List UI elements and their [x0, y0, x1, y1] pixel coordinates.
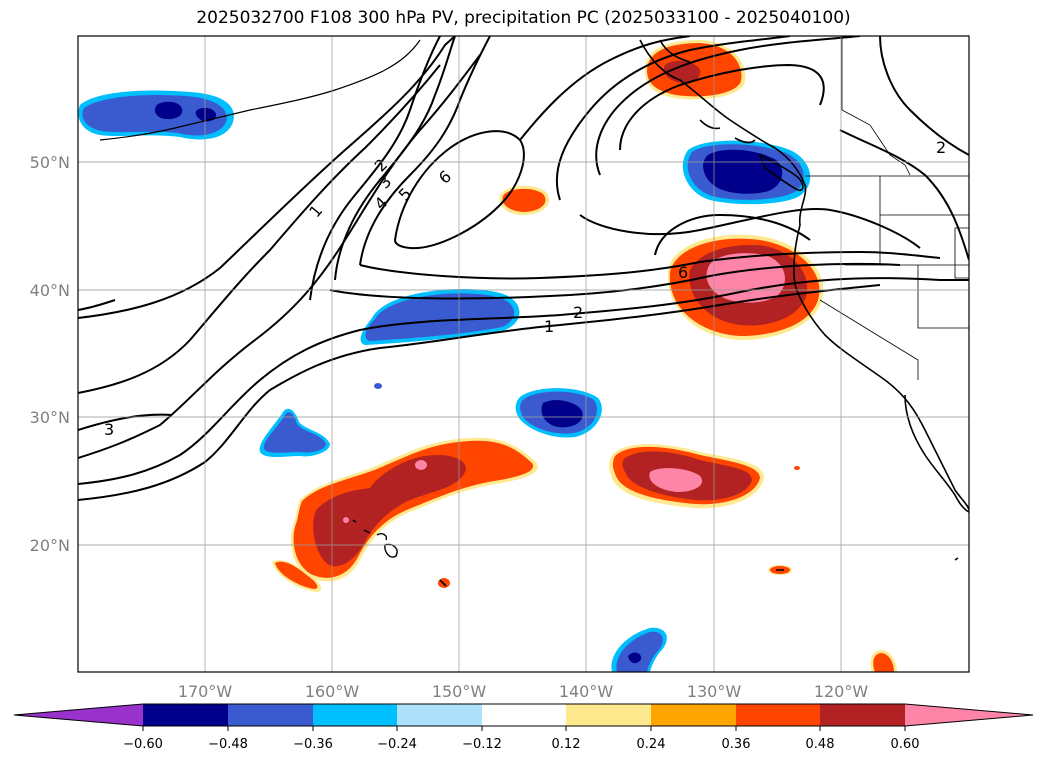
colorbar-extend-right [905, 704, 1033, 726]
colorbar-tick-label: −0.36 [293, 737, 333, 752]
colorbar-segment [820, 704, 905, 726]
colorbar-segment [397, 704, 482, 726]
colorbar-tick-label: −0.60 [123, 737, 163, 752]
latitude-labels: 50°N 40°N 30°N 20°N [30, 153, 70, 555]
contour-label: 1 [544, 317, 554, 336]
political-borders [805, 36, 969, 380]
colorbar-tick-label: 0.48 [806, 737, 835, 752]
lon-label: 160°W [305, 682, 360, 701]
colorbar-tick-label: 0.60 [891, 737, 920, 752]
colorbar-tick-label: −0.48 [208, 737, 248, 752]
colorbar-segment [651, 704, 736, 726]
contour-label: 6 [678, 263, 688, 282]
lon-label: 170°W [178, 682, 233, 701]
lat-label: 30°N [30, 408, 70, 427]
lon-label: 140°W [559, 682, 614, 701]
colorbar-segment [313, 704, 397, 726]
gridlines [78, 36, 969, 672]
colorbar-segment [482, 704, 566, 726]
contour-label: 2 [936, 138, 946, 157]
lat-label: 20°N [30, 536, 70, 555]
colorbar-segment [143, 704, 228, 726]
lat-label: 50°N [30, 153, 70, 172]
colorbar-tick-label: −0.12 [462, 737, 502, 752]
colorbar-tick-label: 0.12 [552, 737, 581, 752]
map-frame [77, 35, 970, 673]
negative-anomaly-fields [78, 90, 811, 672]
page-title: 2025032700 F108 300 hPa PV, precipitatio… [196, 8, 851, 28]
colorbar: −0.60 −0.48 −0.36 −0.24 −0.12 0.12 0.24 … [13, 703, 1034, 752]
colorbar-tick-label: 0.36 [722, 737, 751, 752]
map-area [78, 36, 969, 672]
contour-label: 3 [104, 420, 114, 439]
colorbar-extend-left [14, 704, 143, 726]
colorbar-tick-label: −0.24 [377, 737, 417, 752]
colorbar-segment [228, 704, 313, 726]
positive-anomaly-fields [272, 40, 897, 672]
contour-label: 2 [573, 303, 583, 322]
colorbar-segment [566, 704, 651, 726]
coastlines [99, 39, 969, 587]
lon-label: 130°W [687, 682, 742, 701]
lon-label: 120°W [814, 682, 869, 701]
colorbar-segment [736, 704, 820, 726]
lat-label: 40°N [30, 281, 70, 300]
longitude-labels: 170°W 160°W 150°W 140°W 130°W 120°W [178, 682, 869, 701]
colorbar-tick-label: 0.24 [637, 737, 666, 752]
lon-label: 150°W [432, 682, 487, 701]
